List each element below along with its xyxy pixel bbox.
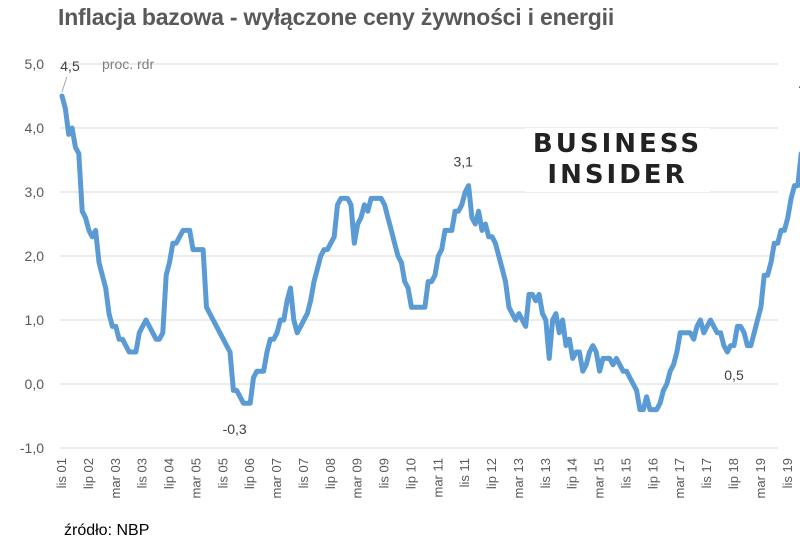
x-tick-label: lip 10 [403,458,418,489]
x-tick-label: lis 17 [699,458,714,488]
series-line [59,93,800,413]
x-tick-label: lis 09 [377,458,392,488]
x-tick-label: mar 09 [350,458,365,498]
x-tick-label: lis 15 [618,458,633,488]
x-tick-label: lip 08 [323,458,338,489]
gridlines [60,63,778,449]
logo-line-2: INSIDER [547,160,688,190]
x-tick-label: mar 07 [269,458,284,498]
x-tick-label: mar 13 [511,458,526,498]
annotation-leader [61,76,68,93]
business-insider-logo: BUSINESS INSIDER [525,128,710,192]
y-tick-label: 0,0 [25,376,45,392]
logo-line-1: BUSINESS [532,129,703,159]
x-tick-label: lis 05 [215,458,230,488]
chart-title: Inflacja bazowa - wyłączone ceny żywnośc… [58,4,615,30]
x-tick-label: lip 18 [726,458,741,489]
x-tick-label: lip 04 [162,458,177,489]
x-tick-label: lis 11 [457,458,472,487]
x-tick-label: mar 11 [430,458,445,498]
y-axis-unit-label: proc. rdr [102,56,154,72]
annotations: 4,5 -0,3 3,1 0,5 4,3 [60,58,800,437]
data-label: 4,5 [60,58,80,74]
x-axis-ticks: lis 01 lip 02 mar 03 lis 03 lip 04 mar 05 lis … [54,458,795,498]
y-tick-label: -1,0 [20,440,44,456]
y-tick-label: 1,0 [25,312,45,328]
x-tick-label: lis 19 [780,458,795,488]
x-tick-label: mar 05 [188,458,203,498]
y-tick-label: 2,0 [25,248,45,264]
x-tick-label: mar 15 [592,458,607,498]
data-label: 0,5 [724,367,744,383]
source-note: źródło: NBP [64,522,150,539]
x-tick-label: lip 16 [645,458,660,489]
data-label: 4,3 [799,77,800,93]
x-tick-label: mar 19 [753,458,768,498]
x-tick-label: lip 02 [81,458,96,489]
x-tick-label: lis 07 [296,458,311,488]
data-label: -0,3 [223,421,247,437]
series-layer [59,93,800,413]
x-tick-label: lip 14 [565,458,580,489]
y-axis-ticks: 5,0 4,0 3,0 2,0 1,0 0,0 -1,0 [20,56,44,456]
x-tick-label: mar 03 [108,458,123,498]
x-tick-label: mar 17 [672,458,687,498]
x-tick-label: lip 06 [242,458,257,489]
y-tick-label: 5,0 [25,56,45,72]
x-tick-label: lis 13 [538,458,553,488]
x-tick-label: lip 12 [484,458,499,489]
x-tick-label: lis 03 [135,458,150,488]
y-tick-label: 4,0 [25,120,45,136]
x-tick-label: lis 01 [54,458,69,488]
data-label: 3,1 [453,154,473,170]
y-tick-label: 3,0 [25,184,45,200]
